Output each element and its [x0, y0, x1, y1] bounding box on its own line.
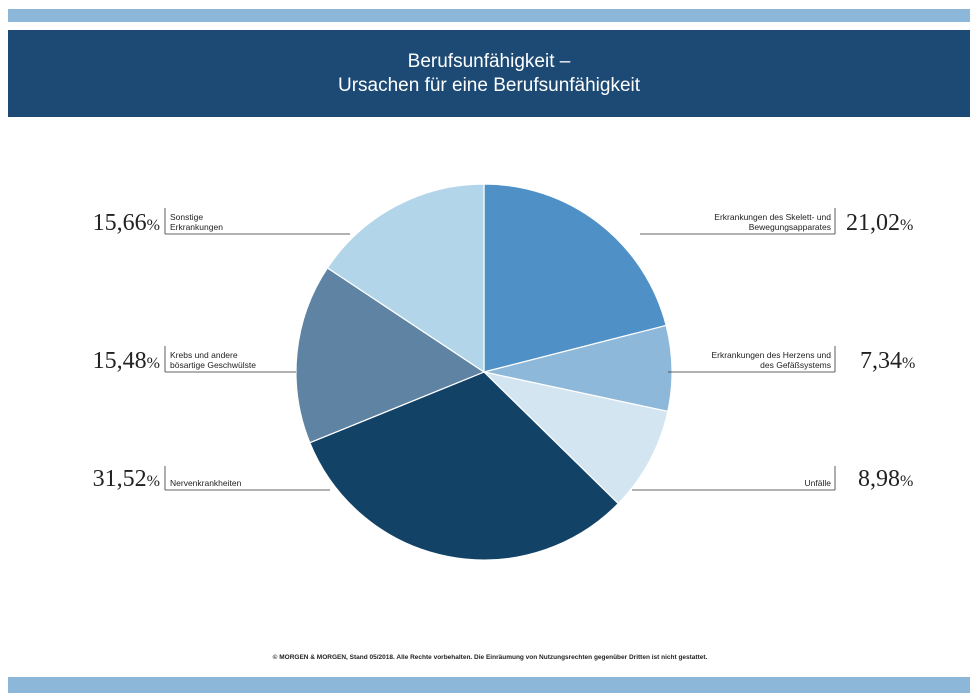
pie-slice	[309, 371, 620, 561]
slice-label: Erkrankungen	[170, 222, 223, 232]
slice-value-unit: %	[900, 217, 913, 234]
pie-slice	[326, 183, 485, 374]
slice-label: Unfälle	[805, 478, 832, 488]
slice-value-unit: %	[900, 473, 913, 490]
slice-value-unit: %	[902, 355, 915, 372]
slice-value-unit: %	[147, 355, 160, 372]
slice-label: bösartige Geschwülste	[170, 360, 256, 370]
slice-value-number: 21,02	[846, 210, 900, 236]
bottom-accent-bar	[8, 677, 970, 693]
slice-value: 15,48%	[93, 348, 160, 374]
slice-value: 21,02%	[846, 210, 913, 236]
slice-value: 31,52%	[93, 466, 160, 492]
slice-value-unit: %	[147, 217, 160, 234]
top-accent-bar	[8, 9, 970, 22]
pie-slice	[295, 267, 486, 444]
slice-value-number: 8,98	[858, 466, 900, 492]
slice-value: 8,98%	[858, 466, 913, 492]
slice-value: 15,66%	[93, 210, 160, 236]
chart-title-line-2: Ursachen für eine Berufsunfähigkeit	[337, 74, 641, 96]
slice-value-number: 15,66	[93, 210, 147, 236]
slice-value-number: 7,34	[860, 348, 902, 374]
slice-value-number: 31,52	[93, 466, 147, 492]
slice-label: Bewegungsapparates	[749, 222, 831, 232]
slice-value-number: 15,48	[93, 348, 147, 374]
slice-label: Krebs und andere	[170, 350, 238, 360]
pie-slice	[482, 370, 669, 505]
slice-label: des Gefäßsystems	[760, 360, 831, 370]
slice-value-unit: %	[147, 473, 160, 490]
chart-title-line-1: Berufsunfähigkeit –	[407, 50, 571, 72]
slice-label: Erkrankungen des Herzens und	[711, 350, 831, 360]
copyright-footer: © MORGEN & MORGEN, Stand 05/2018. Alle R…	[272, 654, 708, 661]
slice-value: 7,34%	[860, 348, 915, 374]
slice-label: Sonstige	[170, 212, 203, 222]
slice-label: Nervenkrankheiten	[170, 478, 242, 488]
slice-label: Erkrankungen des Skelett- und	[714, 212, 831, 222]
title-band: Berufsunfähigkeit – Ursachen für eine Be…	[8, 30, 970, 117]
pie-slice	[483, 183, 667, 373]
